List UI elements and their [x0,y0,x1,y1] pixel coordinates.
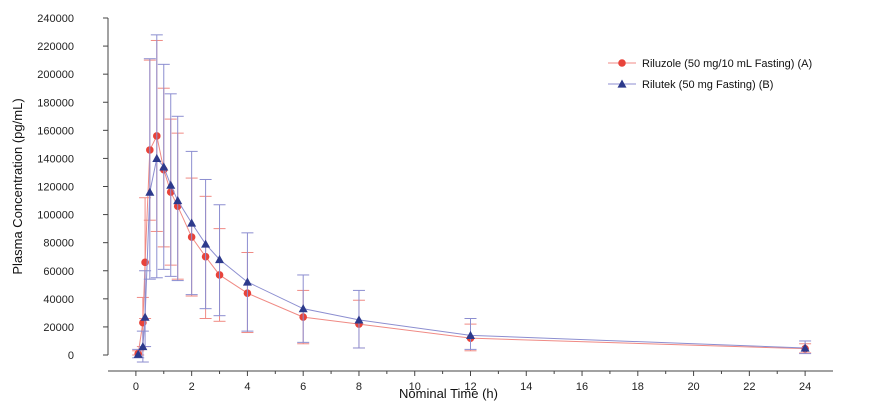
x-tick-label: 2 [189,381,195,393]
x-tick-label: 0 [133,381,139,393]
data-point [242,277,252,286]
data-point [133,349,143,358]
data-point [166,180,176,189]
legend-label: Rilutek (50 mg Fasting) (B) [642,79,773,91]
data-point [159,162,169,171]
x-tick-label: 8 [356,381,362,393]
y-tick-label: 100000 [37,210,74,222]
legend: Riluzole (50 mg/10 mL Fasting) (A) Rilute… [608,58,812,91]
y-axis-title: Plasma Concentration (pg/mL) [10,98,25,274]
series-line [137,157,806,355]
x-axis: 0 2 4 6 8 10 12 14 16 18 20 22 24 [133,371,811,393]
data-point [145,187,155,196]
x-tick-label: 20 [687,381,699,393]
x-tick-label: 22 [743,381,755,393]
data-point [298,304,308,313]
y-tick-label: 240000 [37,13,74,25]
data-point [173,196,183,205]
x-tick-label: 12 [464,381,476,393]
data-point [800,343,810,352]
x-tick-label: 16 [576,381,588,393]
x-tick-label: 24 [799,381,811,393]
legend-item: Riluzole (50 mg/10 mL Fasting) (A) [608,58,812,70]
y-tick-label: 80000 [43,238,74,250]
data-point [215,255,225,264]
data-point [138,342,148,351]
data-point [152,153,162,163]
y-tick-label: 220000 [37,41,74,53]
y-tick-label: 180000 [37,97,74,109]
x-axis-title: Nominal Time (h) [399,386,498,401]
data-point [140,312,150,321]
x-tick-label: 14 [520,381,532,393]
y-tick-label: 0 [68,350,74,362]
x-tick-label: 4 [244,381,250,393]
legend-marker [618,59,626,67]
legend-marker [617,79,627,88]
y-tick-label: 200000 [37,69,74,81]
x-tick-label: 18 [632,381,644,393]
y-tick-label: 160000 [37,125,74,137]
series-line [137,134,806,354]
legend-label: Riluzole (50 mg/10 mL Fasting) (A) [642,58,812,70]
data-point [466,330,475,339]
data-point [187,218,197,227]
x-tick-label: 6 [300,381,306,393]
x-tick-label: 10 [409,381,421,393]
data-point [201,239,211,248]
series-rilutek [132,34,812,363]
y-axis: 0 20000 40000 60000 80000 100000 120000 140000 1… [37,13,108,362]
legend-item: Rilutek (50 mg Fasting) (B) [608,79,773,91]
series-layer [132,34,812,363]
y-tick-label: 40000 [43,294,74,306]
y-tick-label: 60000 [43,266,74,278]
y-tick-label: 20000 [43,322,74,334]
y-tick-label: 120000 [37,182,74,194]
data-point [354,315,364,324]
y-tick-label: 140000 [37,153,74,165]
